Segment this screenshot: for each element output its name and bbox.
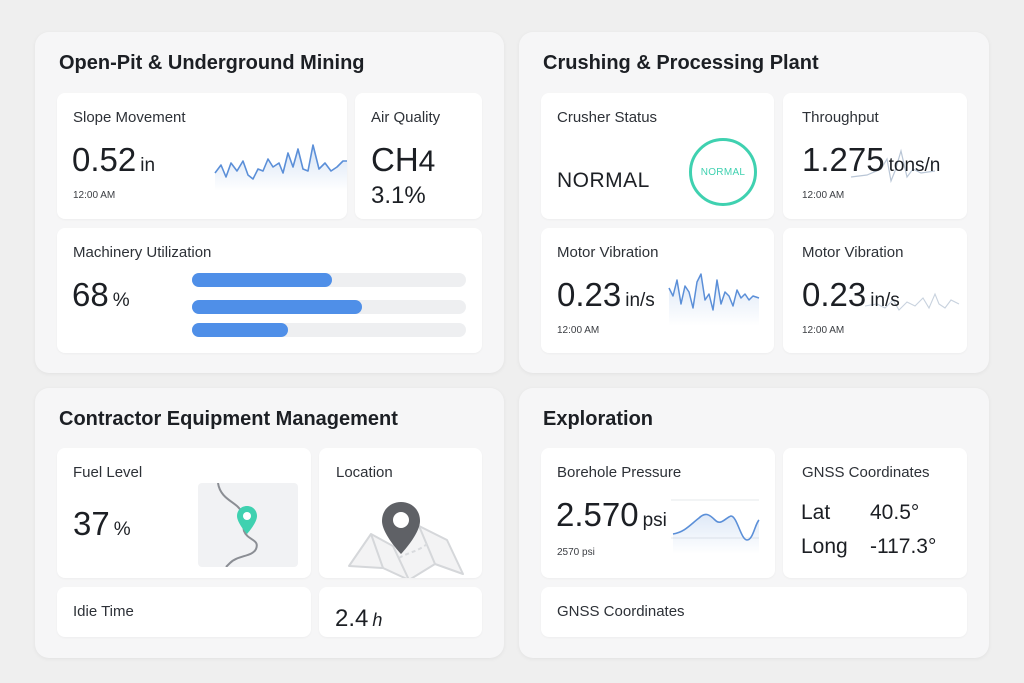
throughput-number: 1.275 (802, 141, 885, 178)
idle-time-card[interactable]: Idie Time (57, 587, 311, 637)
throughput-sparkline (850, 148, 936, 184)
fuel-level-number: 37 (73, 505, 110, 542)
motor-vibration-1-time: 12:00 AM (557, 325, 600, 336)
throughput-time: 12:00 AM (802, 190, 845, 201)
mining-panel: Open-Pit & Underground Mining Slope Move… (35, 32, 504, 373)
slope-movement-value: 0.52 in (72, 141, 155, 179)
borehole-pressure-value: 2.570 psi (556, 496, 667, 534)
borehole-pressure-sub: 2570 psi (557, 547, 595, 558)
throughput-card[interactable]: Throughput 1.275 tons/n 12:00 AM (783, 93, 967, 219)
air-quality-card[interactable]: Air Quality CH4 3.1% (355, 93, 482, 219)
exploration-panel-title: Exploration (543, 408, 654, 430)
gnss-lat-label: Lat (801, 501, 831, 524)
borehole-pressure-unit: psi (642, 510, 667, 531)
fuel-level-label: Fuel Level (73, 464, 143, 481)
motor-vibration-2-number: 0.23 (802, 276, 867, 313)
throughput-label: Throughput (802, 109, 879, 126)
utilization-bar-3-fill (192, 323, 288, 337)
borehole-pressure-sparkline (671, 499, 760, 554)
borehole-pressure-number: 2.570 (556, 496, 639, 533)
contractor-panel: Contractor Equipment Management Fuel Lev… (35, 388, 504, 658)
idle-time-value-card[interactable]: 2.4 h (319, 587, 482, 637)
exploration-panel: Exploration Borehole Pressure 2.570 psi 2… (519, 388, 989, 658)
machinery-utilization-unit: % (112, 290, 130, 311)
plant-panel: Crushing & Processing Plant Crusher Stat… (519, 32, 989, 373)
air-quality-gas: CH4 (371, 141, 435, 179)
idle-time-number: 2.4 (335, 605, 369, 632)
air-quality-value: 3.1% (371, 182, 426, 209)
fuel-level-value: 37% (73, 505, 131, 543)
slope-movement-number: 0.52 (72, 141, 137, 178)
crusher-status-ring: NORMAL (689, 138, 757, 206)
location-label: Location (336, 464, 393, 481)
idle-time-value: 2.4 h (335, 605, 382, 633)
motor-vibration-1-value: 0.23 in/s (557, 276, 655, 314)
gnss-coordinates-label: GNSS Coordinates (802, 464, 930, 481)
motor-vibration-card-1[interactable]: Motor Vibration 0.23 in/s 12:00 AM (541, 228, 774, 353)
throughput-value: 1.275 tons/n (802, 141, 940, 179)
slope-movement-card[interactable]: Slope Movement 0.52 in 12:00 AM (57, 93, 347, 219)
slope-movement-unit: in (140, 155, 156, 176)
motor-vibration-1-sparkline (668, 273, 760, 326)
gnss-long-label: Long (801, 535, 848, 558)
machinery-utilization-card[interactable]: Machinery Utilization 68% (57, 228, 482, 353)
slope-movement-time: 12:00 AM (73, 190, 116, 201)
utilization-bar-1-fill (192, 273, 332, 287)
crusher-status-text: NORMAL (557, 169, 650, 192)
idle-time-unit: h (372, 610, 383, 630)
motor-vibration-1-label: Motor Vibration (557, 244, 659, 261)
mining-panel-title: Open-Pit & Underground Mining (59, 52, 365, 74)
utilization-bar-1 (192, 273, 466, 287)
gnss-lat-value: 40.5° (870, 501, 920, 524)
gnss-footer-card[interactable]: GNSS Coordinates (541, 587, 967, 637)
location-card[interactable]: Location (319, 448, 482, 578)
borehole-pressure-card[interactable]: Borehole Pressure 2.570 psi 2570 psi (541, 448, 775, 578)
crusher-status-card[interactable]: Crusher Status NORMAL NORMAL (541, 93, 774, 219)
idle-time-label: Idie Time (73, 603, 134, 620)
crusher-status-label: Crusher Status (557, 109, 658, 126)
fuel-map-route (217, 483, 258, 567)
gnss-footer-label: GNSS Coordinates (557, 603, 685, 620)
motor-vibration-card-2[interactable]: Motor Vibration 0.23 in/s 12:00 AM (783, 228, 967, 353)
folded-map-icon (348, 525, 464, 578)
utilization-bar-2-fill (192, 300, 362, 314)
slope-movement-label: Slope Movement (73, 109, 186, 126)
utilization-bar-3 (192, 323, 466, 337)
fuel-level-card[interactable]: Fuel Level 37% (57, 448, 311, 578)
motor-vibration-2-unit: in/s (870, 290, 900, 311)
crusher-status-ring-label: NORMAL (700, 166, 746, 178)
motor-vibration-2-label: Motor Vibration (802, 244, 904, 261)
contractor-panel-title: Contractor Equipment Management (59, 408, 398, 430)
air-quality-gas-formula: CH (371, 141, 419, 178)
plant-panel-title: Crushing & Processing Plant (543, 52, 819, 74)
machinery-utilization-number: 68 (72, 276, 109, 313)
motor-vibration-2-sparkline (864, 292, 960, 311)
map-pin-icon (237, 506, 257, 534)
fuel-level-unit: % (113, 519, 131, 540)
machinery-utilization-value: 68% (72, 276, 130, 314)
utilization-bar-2 (192, 300, 466, 314)
borehole-pressure-label: Borehole Pressure (557, 464, 682, 481)
fuel-map-thumbnail[interactable] (198, 483, 298, 567)
air-quality-gas-subscript: 4 (418, 145, 436, 178)
slope-movement-sparkline (214, 144, 347, 191)
air-quality-label: Air Quality (371, 109, 441, 126)
machinery-utilization-label: Machinery Utilization (73, 244, 212, 261)
motor-vibration-1-number: 0.23 (557, 276, 622, 313)
gnss-long-value: -117.3° (870, 535, 937, 558)
motor-vibration-1-unit: in/s (625, 290, 655, 311)
location-pin-icon (382, 502, 420, 554)
motor-vibration-2-time: 12:00 AM (802, 325, 845, 336)
throughput-unit: tons/n (888, 155, 941, 176)
motor-vibration-2-value: 0.23 in/s (802, 276, 900, 314)
gnss-coordinates-card[interactable]: GNSS Coordinates Lat 40.5° Long -117.3° (783, 448, 967, 578)
